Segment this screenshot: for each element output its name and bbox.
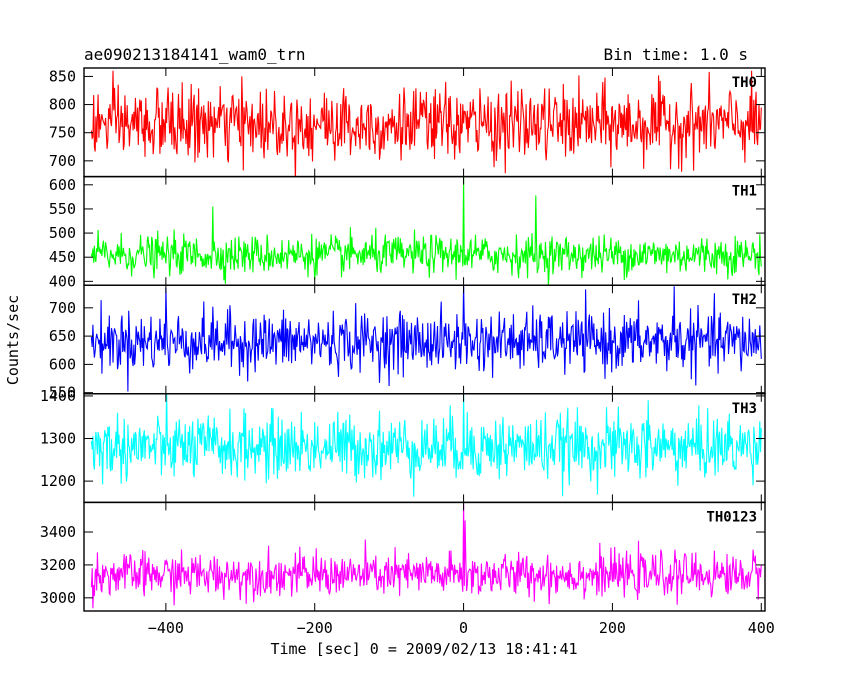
panel-frame bbox=[83, 175, 766, 286]
series-line-th0 bbox=[90, 70, 762, 177]
panel-label: TH1 bbox=[732, 184, 757, 200]
series-line-th0123 bbox=[90, 502, 762, 609]
y-tick-label: 3200 bbox=[40, 556, 76, 574]
panel-label: TH0 bbox=[732, 75, 757, 91]
x-tick-label: 400 bbox=[748, 619, 775, 637]
panel-label: TH0123 bbox=[706, 509, 757, 525]
y-tick-label: 850 bbox=[49, 67, 76, 85]
y-tick-label: 550 bbox=[49, 200, 76, 218]
panel-label: TH3 bbox=[732, 401, 757, 417]
x-axis-title: Time [sec] 0 = 2009/02/13 18:41:41 bbox=[270, 640, 577, 658]
y-tick-label: 600 bbox=[49, 176, 76, 194]
y-tick-label: 3000 bbox=[40, 589, 76, 607]
y-tick-label: 600 bbox=[49, 355, 76, 373]
panel-th2: TH2 550 600 650 700 bbox=[49, 284, 766, 402]
x-tick-label: −200 bbox=[297, 619, 333, 637]
x-tick-label: 0 bbox=[459, 619, 468, 637]
y-tick-label: 750 bbox=[49, 124, 76, 142]
chart-title-left: ae090213184141_wam0_trn bbox=[84, 45, 306, 64]
x-axis: −400 −200 0 200 400 bbox=[148, 619, 775, 637]
series-line-th2 bbox=[90, 285, 762, 392]
panels-group: TH0 700 750 800 850 TH1 400 450 500 550 600 TH2 550 6… bbox=[40, 67, 766, 612]
x-tick-label: 200 bbox=[599, 619, 626, 637]
y-tick-label: 450 bbox=[49, 248, 76, 266]
y-tick-label: 1400 bbox=[40, 387, 76, 405]
y-tick-label: 1200 bbox=[40, 472, 76, 490]
series-line-th1 bbox=[90, 176, 762, 286]
y-tick-label: 700 bbox=[49, 299, 76, 317]
panel-frame bbox=[83, 501, 766, 612]
chart-title-right: Bin time: 1.0 s bbox=[604, 45, 749, 64]
y-tick-label: 800 bbox=[49, 96, 76, 114]
y-tick-label: 400 bbox=[49, 272, 76, 290]
y-axis-title: Counts/sec bbox=[4, 295, 22, 385]
panel-th3: TH3 1200 1300 1400 bbox=[40, 387, 766, 504]
y-tick-label: 650 bbox=[49, 327, 76, 345]
panel-th0: TH0 700 750 800 850 bbox=[49, 67, 766, 178]
panel-label: TH2 bbox=[732, 292, 757, 308]
x-tick-label: −400 bbox=[148, 619, 184, 637]
y-tick-label: 3400 bbox=[40, 523, 76, 541]
panel-th1: TH1 400 450 500 550 600 bbox=[49, 175, 766, 290]
series-line-th3 bbox=[90, 393, 762, 497]
y-tick-label: 550 bbox=[49, 384, 76, 402]
panel-th0123: TH0123 3000 3200 3400 bbox=[40, 501, 766, 612]
y-tick-label: 1300 bbox=[40, 430, 76, 448]
y-tick-label: 700 bbox=[49, 152, 76, 170]
y-tick-label: 500 bbox=[49, 224, 76, 242]
